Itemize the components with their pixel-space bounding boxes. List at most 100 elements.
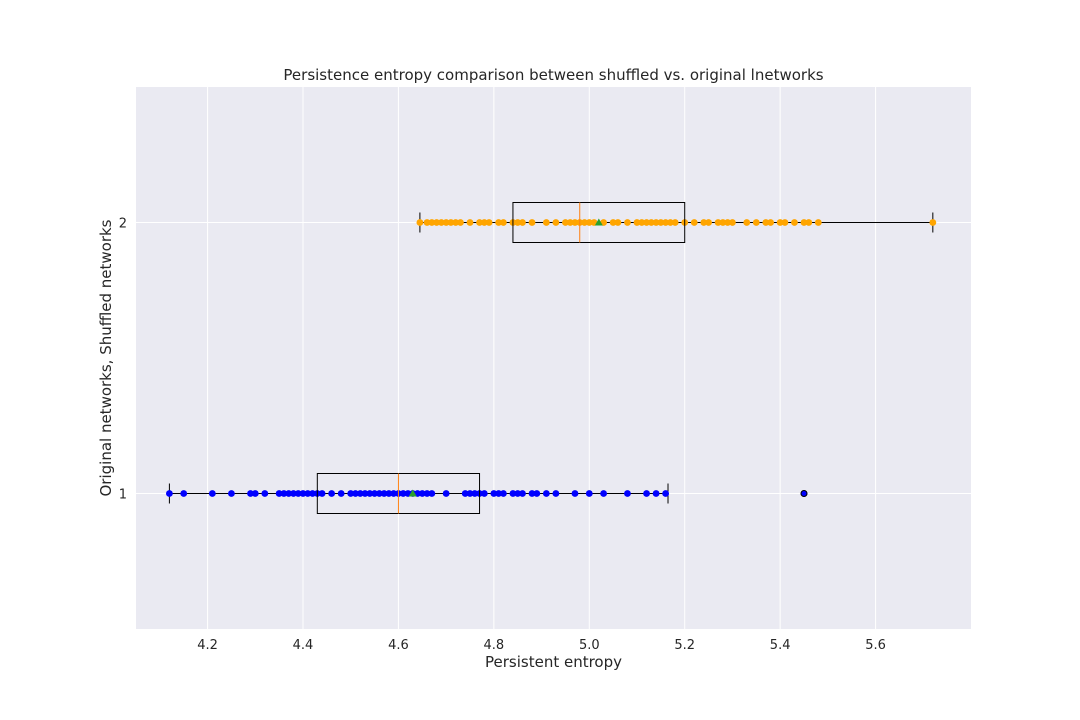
data-point [442, 219, 450, 226]
data-point [500, 490, 507, 497]
data-point [433, 219, 440, 226]
data-point [752, 219, 760, 226]
x-tick-label: 5.4 [770, 638, 791, 653]
data-point [261, 490, 269, 497]
data-point [719, 219, 727, 226]
data-point [366, 490, 374, 497]
data-point [275, 490, 283, 497]
data-point [552, 490, 560, 497]
x-tick-label: 4.8 [484, 638, 505, 653]
data-point [299, 490, 307, 497]
x-tick-label: 5.0 [579, 638, 600, 653]
data-point [442, 490, 450, 497]
data-point [690, 219, 698, 226]
data-point [466, 490, 474, 497]
plot-area [136, 87, 971, 629]
data-point [624, 490, 631, 497]
data-point [309, 490, 316, 497]
data-point [476, 219, 483, 226]
x-tick-label: 4.4 [293, 638, 314, 653]
data-point [638, 219, 646, 226]
data-point [814, 219, 822, 226]
y-tick-label: 1 [119, 488, 127, 503]
data-point [762, 219, 770, 226]
data-point [614, 219, 622, 226]
data-point [318, 490, 326, 497]
data-point [519, 490, 526, 497]
data-point [166, 490, 173, 497]
data-point [471, 490, 479, 497]
data-point [800, 490, 808, 497]
data-point [800, 219, 808, 226]
data-point [347, 490, 355, 497]
data-point [791, 219, 798, 226]
x-tick-labels: 4.2 4.4 4.6 4.8 5.0 5.2 5.4 5.6 [197, 638, 886, 653]
data-point [285, 490, 293, 497]
data-point [371, 490, 378, 497]
box-series [166, 202, 937, 514]
data-point [571, 490, 579, 497]
data-point [729, 219, 736, 226]
data-point [662, 490, 670, 497]
data-point [485, 219, 493, 226]
data-point [705, 219, 712, 226]
data-point [542, 490, 550, 497]
data-point [652, 490, 660, 497]
data-point [662, 219, 670, 226]
data-point [571, 219, 579, 226]
mean-marker [408, 489, 417, 497]
data-point [643, 219, 650, 226]
data-point [337, 490, 345, 497]
data-point [495, 219, 503, 226]
data-point [552, 219, 560, 226]
data-point [776, 219, 784, 226]
data-point [399, 490, 407, 497]
data-point [180, 490, 188, 497]
data-point [929, 219, 937, 226]
data-point [423, 490, 431, 497]
data-point [600, 490, 607, 497]
data-point [290, 490, 297, 497]
data-point [514, 219, 522, 226]
data-point [581, 219, 588, 226]
box-group-2 [416, 202, 937, 243]
data-point [562, 219, 569, 226]
data-point [280, 490, 288, 497]
data-point [352, 490, 359, 497]
data-point [500, 219, 507, 226]
data-point [208, 490, 216, 497]
data-point [533, 490, 541, 497]
data-point [714, 219, 722, 226]
data-point [356, 490, 364, 497]
data-point [528, 490, 536, 497]
data-point [667, 219, 674, 226]
data-point [671, 219, 679, 226]
data-point [585, 219, 593, 226]
data-point [647, 219, 655, 226]
x-tick-label: 4.6 [388, 638, 409, 653]
data-point [361, 490, 369, 497]
data-point [609, 219, 617, 226]
data-point [805, 219, 813, 226]
data-point [767, 219, 774, 226]
data-point [447, 219, 455, 226]
data-point [228, 490, 235, 497]
x-gridlines [207, 87, 877, 629]
box-group-1 [166, 473, 808, 514]
data-point [700, 219, 708, 226]
y-tick-labels: 12 [119, 217, 127, 503]
data-point [428, 490, 436, 497]
data-point [490, 490, 498, 497]
y-tick-label: 2 [119, 217, 127, 232]
data-point [528, 219, 536, 226]
data-point [457, 219, 464, 226]
data-point [247, 490, 254, 497]
data-point [657, 219, 665, 226]
x-tick-label: 5.6 [865, 638, 886, 653]
data-point [380, 490, 388, 497]
box-iqr [512, 202, 686, 243]
data-point [423, 219, 431, 226]
y-axis-label: Original networks, Shuffled networks [97, 219, 115, 496]
data-point [652, 219, 660, 226]
